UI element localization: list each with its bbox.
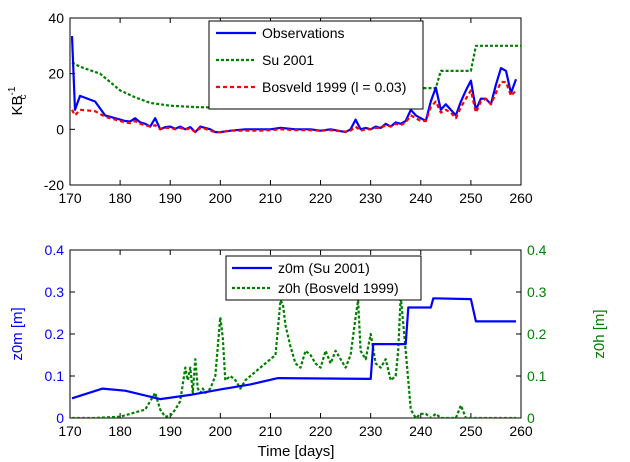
kbc-legend-box: [208, 20, 424, 110]
kbc-y-tick-label: 20: [48, 66, 64, 82]
kbc-legend: Observations Su 2001 Bosveld 1999 (l = 0.0…: [208, 20, 424, 110]
roughness-legend: z0m (Su 2001) z0h (Bosveld 1999): [225, 255, 422, 301]
kbc-y-ticks: -20 0 20 40: [44, 10, 75, 193]
kbc-x-tick-label: 260: [509, 190, 533, 206]
kbc-legend-label: Bosveld 1999 (l = 0.03): [262, 79, 406, 95]
z0m-y-tick-label: 0.2: [45, 326, 65, 342]
kbc-x-tick-label: 170: [58, 190, 82, 206]
z0h-series-line: [72, 295, 516, 418]
kbc-legend-label: Su 2001: [262, 52, 314, 68]
z0h-y-tick-label: 0.3: [527, 284, 547, 300]
z0m-y-tick-label: 0.1: [45, 368, 65, 384]
z0h-y-tick-label: 0.2: [527, 326, 547, 342]
roughness-x-tick-label: 240: [409, 423, 433, 439]
kbc-x-tick-label: 250: [459, 190, 483, 206]
roughness-legend-label: z0m (Su 2001): [278, 260, 370, 276]
roughness-x-tick-label: 190: [159, 423, 183, 439]
time-axis-label: Time [days]: [258, 443, 335, 460]
roughness-legend-box: [225, 255, 422, 301]
roughness-x-tick-label: 260: [509, 423, 533, 439]
z0m-axis-label: z0m [m]: [9, 307, 26, 360]
roughness-x-tick-label: 250: [459, 423, 483, 439]
z0m-series-line: [71, 297, 516, 401]
roughness-x-tick-label: 180: [108, 423, 132, 439]
roughness-right-y-ticks: 0 0.1 0.2 0.3 0.4: [516, 242, 547, 426]
kbc-series-lines: [70, 36, 521, 134]
roughness-x-tick-label: 200: [209, 423, 233, 439]
roughness-x-tick-label: 220: [309, 423, 333, 439]
kbc-series-line: [71, 80, 517, 134]
z0h-y-tick-label: 0.1: [527, 368, 547, 384]
kbc-y-tick-label: 0: [56, 121, 64, 137]
z0h-axis-label: z0h [m]: [591, 309, 608, 358]
z0m-y-tick-label: 0.3: [45, 284, 65, 300]
roughness-x-ticks: 170 180 190 200 210 220 230 240 250 260: [58, 250, 533, 439]
roughness-legend-label: z0h (Bosveld 1999): [278, 280, 399, 296]
kbc-legend-label: Observations: [262, 25, 344, 41]
roughness-panel: 170 180 190 200 210 220 230 240 250 260 0 0.1 0.2 0.…: [9, 242, 608, 460]
kbc-series-line: [71, 44, 521, 110]
roughness-left-y-ticks: 0 0.1 0.2 0.3 0.4: [45, 242, 75, 426]
kbc-x-tick-label: 180: [108, 190, 132, 206]
z0h-y-tick-label: 0: [527, 410, 535, 426]
roughness-x-tick-label: 230: [359, 423, 383, 439]
roughness-x-tick-label: 210: [259, 423, 283, 439]
kbc-x-ticks: 170 180 190 200 210 220 230 240 250 260: [58, 18, 533, 206]
kbc-y-tick-label: -20: [44, 177, 64, 193]
kbc-x-tick-label: 190: [159, 190, 183, 206]
kbc-y-tick-label: 40: [48, 10, 64, 26]
z0m-y-tick-label: 0.4: [45, 242, 65, 258]
kbc-y-axis-label: KB-1c: [7, 86, 29, 115]
kbc-x-tick-label: 220: [309, 190, 333, 206]
kbc-x-tick-label: 200: [209, 190, 233, 206]
kbc-x-tick-label: 210: [259, 190, 283, 206]
roughness-series-lines: [71, 295, 516, 418]
roughness-x-tick-label: 170: [58, 423, 82, 439]
z0m-y-tick-label: 0: [56, 410, 64, 426]
kbc-x-tick-label: 240: [409, 190, 433, 206]
z0h-y-tick-label: 0.4: [527, 242, 547, 258]
kbc-panel: 170 180 190 200 210 220 230 240 250 260 -2002040 …: [7, 10, 533, 206]
kbc-x-tick-label: 230: [359, 190, 383, 206]
